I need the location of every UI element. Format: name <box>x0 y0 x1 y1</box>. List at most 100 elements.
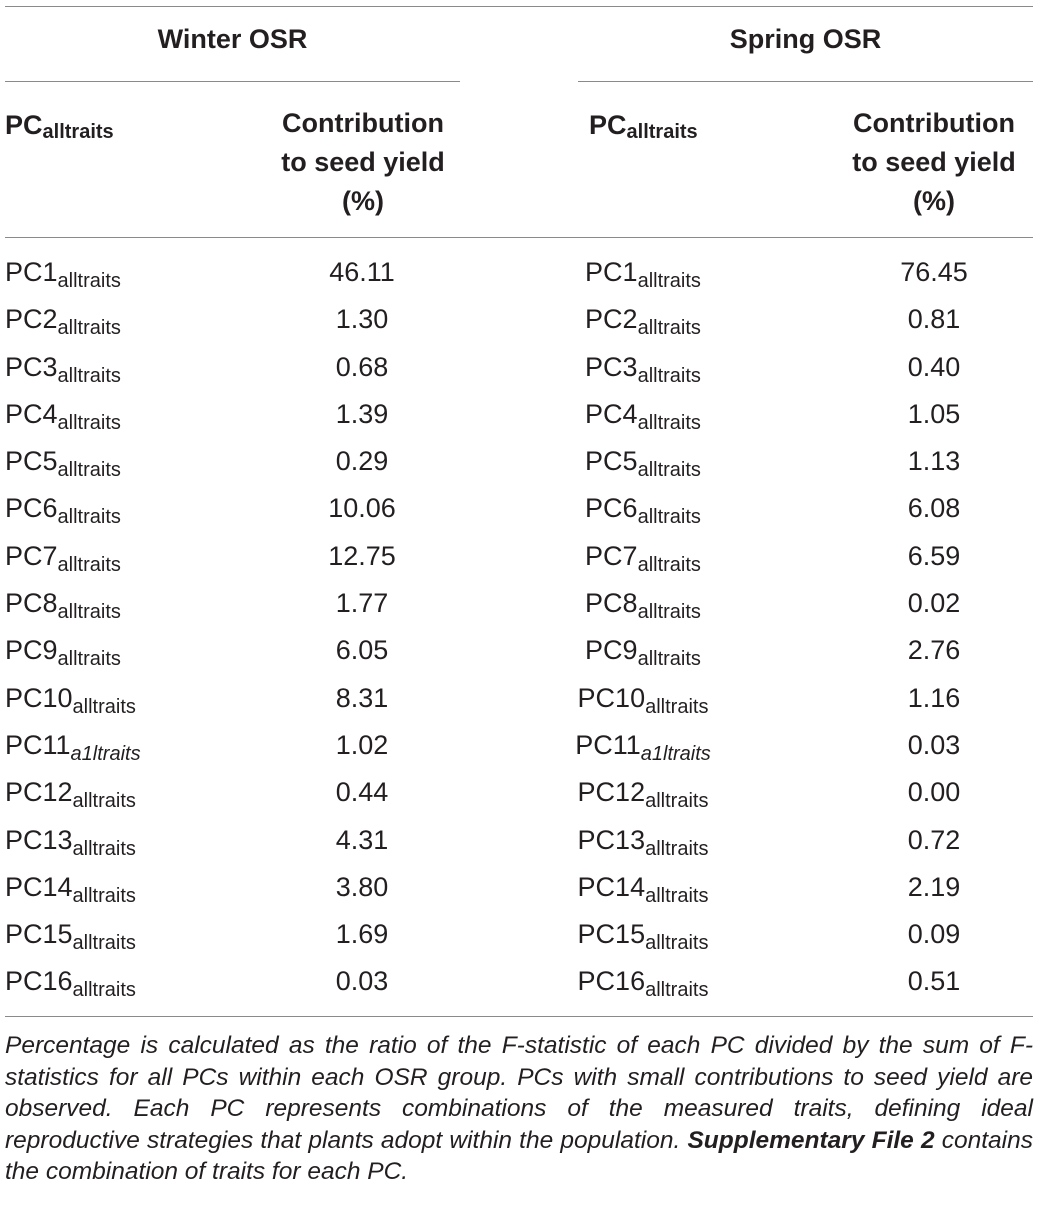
pc-name: PC2 <box>5 304 58 335</box>
pc-subscript: alltraits <box>57 553 121 576</box>
pc-subscript: alltraits <box>57 411 121 434</box>
winter-contribution-value: 10.06 <box>328 493 396 524</box>
spring-contribution-value: 0.51 <box>907 966 961 997</box>
table-row: PC14alltraits 3.80 PC14alltraits 2.19 <box>0 863 1040 910</box>
pc-subscript: alltraits <box>637 317 701 340</box>
spring-pc-label: PC8alltraits <box>540 587 746 628</box>
winter-pc-label: PC10alltraits <box>5 682 136 723</box>
winter-pc-label: PC7alltraits <box>5 540 121 581</box>
spring-pc-label: PC15alltraits <box>540 918 746 959</box>
spring-pc-label: PC9alltraits <box>540 634 746 675</box>
table-bottom-rule <box>5 1016 1033 1017</box>
pc-name: PC8 <box>585 588 638 619</box>
table-row: PC6alltraits 10.06 PC6alltraits 6.08 <box>0 484 1040 531</box>
table-row: PC12alltraits 0.44 PC12alltraits 0.00 <box>0 768 1040 815</box>
winter-pc-label: PC4alltraits <box>5 398 121 439</box>
winter-contribution-value: 4.31 <box>335 824 389 855</box>
contribution-header-line-3: (%) <box>913 186 955 216</box>
pc-subscript: alltraits <box>72 790 136 813</box>
winter-contribution-value: 1.39 <box>335 398 389 429</box>
spring-pc-label: PC10alltraits <box>540 682 746 723</box>
footnote-text: Percentage is calculated as the ratio of… <box>5 1032 1033 1154</box>
spring-contribution-value: 0.09 <box>907 919 961 950</box>
pc-name: PC10 <box>577 682 646 713</box>
winter-pc-label: PC8alltraits <box>5 587 121 628</box>
pc-subscript: alltraits <box>57 601 121 624</box>
pc-name: PC12 <box>577 777 646 808</box>
winter-contribution-value: 0.29 <box>335 446 389 477</box>
pc-subscript: alltraits <box>57 459 121 482</box>
pc-subscript: alltraits <box>637 601 701 624</box>
pc-subscript: alltraits <box>637 648 701 671</box>
spring-contribution-value: 0.81 <box>907 304 961 335</box>
table-row: PC7alltraits 12.75 PC7alltraits 6.59 <box>0 532 1040 579</box>
spring-pc-label: PC3alltraits <box>540 351 746 392</box>
table-row: PC1alltraits 46.11 PC1alltraits 76.45 <box>0 248 1040 295</box>
pc-subscript: alltraits <box>57 648 121 671</box>
winter-contribution-value: 1.30 <box>335 304 389 335</box>
table-row: PC8alltraits 1.77 PC8alltraits 0.02 <box>0 579 1040 626</box>
winter-contribution-value: 1.77 <box>335 588 389 619</box>
pc-name: PC12 <box>5 777 73 808</box>
spring-contribution-value: 1.16 <box>907 682 961 713</box>
contribution-header-line-2: to seed yield <box>852 147 1016 177</box>
winter-contribution-value: 1.02 <box>335 729 389 760</box>
pc-name: PC1 <box>5 257 58 287</box>
winter-pc-label: PC11a1ltraits <box>5 729 141 770</box>
winter-pc-label: PC16alltraits <box>5 965 136 1006</box>
winter-pc-label: PC1alltraits <box>5 256 121 297</box>
winter-contribution-value: 6.05 <box>335 635 389 666</box>
pc-name: PC1 <box>585 257 638 287</box>
top-rule <box>5 6 1033 7</box>
spring-contribution-value: 1.13 <box>907 446 961 477</box>
winter-pc-label: PC12alltraits <box>5 776 136 817</box>
pc-subscript: alltraits <box>645 884 709 907</box>
spring-pc-label: PC13alltraits <box>540 824 746 865</box>
pc-name: PC4 <box>5 398 58 429</box>
table-row: PC10alltraits 8.31 PC10alltraits 1.16 <box>0 674 1040 721</box>
spring-pc-label: PC14alltraits <box>540 871 746 912</box>
winter-contribution-value: 8.31 <box>335 682 389 713</box>
table-row: PC13alltraits 4.31 PC13alltraits 0.72 <box>0 816 1040 863</box>
pc-subscript: alltraits <box>57 317 121 340</box>
winter-group-rule <box>5 81 460 82</box>
pc-subscript: alltraits <box>72 932 136 955</box>
pc-subscript: alltraits <box>637 364 701 387</box>
pc-name: PC5 <box>5 446 58 477</box>
spring-contribution-header: Contribution to seed yield (%) <box>834 104 1034 221</box>
pc-subscript: alltraits <box>637 270 701 292</box>
spring-contribution-value: 6.59 <box>907 540 961 571</box>
pc-name: PC3 <box>585 351 638 382</box>
spring-contribution-value: 1.05 <box>907 398 961 429</box>
pc-name: PC2 <box>585 304 638 335</box>
pc-name: PC15 <box>577 919 646 950</box>
pc-subscript: alltraits <box>57 270 121 292</box>
pc-name: PC11 <box>575 729 641 760</box>
spring-pc-label: PC2alltraits <box>540 303 746 344</box>
footnote-tail: contains the combination of traits for e… <box>5 1126 1034 1186</box>
table-row: PC9alltraits 6.05 PC9alltraits 2.76 <box>0 626 1040 673</box>
pc-subscript: alltraits <box>72 979 136 1002</box>
winter-contribution-value: 0.68 <box>335 351 389 382</box>
pc-subscript: a1ltraits <box>70 742 141 765</box>
spring-pc-label: PC1alltraits <box>540 256 746 297</box>
spring-contribution-value: 0.72 <box>907 824 961 855</box>
contribution-header-line-1: Contribution <box>282 108 444 138</box>
pc-header-main: PC <box>5 110 43 140</box>
spring-pc-label: PC12alltraits <box>540 776 746 817</box>
winter-pc-label: PC6alltraits <box>5 492 121 533</box>
spring-contribution-value: 76.45 <box>900 257 968 287</box>
pc-subscript: alltraits <box>57 506 121 529</box>
pc-header-main: PC <box>589 110 627 140</box>
table-row: PC15alltraits 1.69 PC15alltraits 0.09 <box>0 910 1040 957</box>
spring-osr-title: Spring OSR <box>729 24 882 54</box>
winter-contribution-value: 0.44 <box>335 777 389 808</box>
spring-contribution-value: 6.08 <box>907 493 961 524</box>
pc-name: PC8 <box>5 588 58 619</box>
table-row: PC4alltraits 1.39 PC4alltraits 1.05 <box>0 390 1040 437</box>
pc-name: PC13 <box>577 824 646 855</box>
pc-name: PC10 <box>5 682 73 713</box>
pc-subscript: alltraits <box>72 884 136 907</box>
header-bottom-rule <box>5 237 1033 238</box>
table-row: PC2alltraits 1.30 PC2alltraits 0.81 <box>0 295 1040 342</box>
